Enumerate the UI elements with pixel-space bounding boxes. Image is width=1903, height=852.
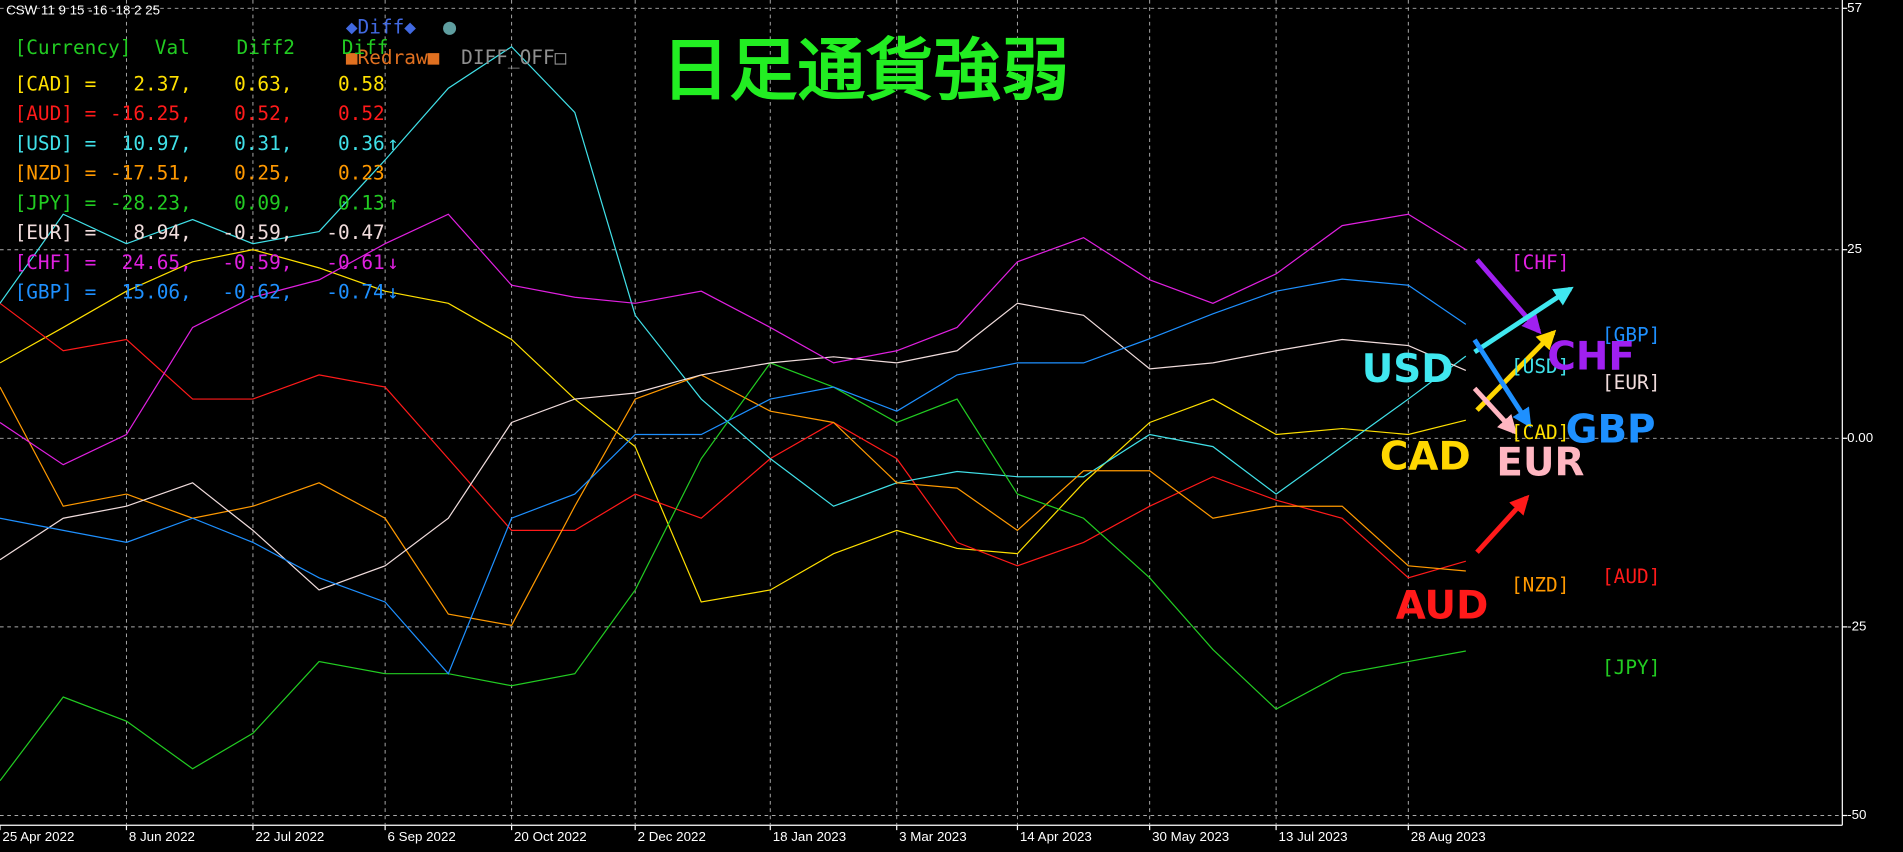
- table-cell: [NZD] =: [15, 162, 97, 185]
- chart-title: 日足通貨強弱: [661, 32, 1069, 111]
- arrow: [1472, 338, 1532, 429]
- table-arrow: ↑: [387, 132, 399, 155]
- table-cell: 15.06,: [122, 281, 192, 304]
- series-line: [0, 249, 1466, 603]
- x-tick-label: 25 Apr 2022: [2, 829, 74, 844]
- table-cell: 0.36: [338, 132, 385, 155]
- table-cell: 0.09,: [234, 191, 292, 214]
- table-arrow: ↑: [387, 191, 399, 214]
- series-line: [0, 45, 1467, 507]
- arrow: [1475, 329, 1557, 412]
- annotation: CAD: [1380, 434, 1471, 479]
- table-cell: -16.25,: [110, 102, 192, 125]
- table-cell: [CHF] =: [15, 251, 97, 274]
- table-cell: -0.59,: [222, 221, 292, 244]
- table-cell: [JPY] =: [15, 191, 97, 214]
- table-header: [Currency] Val Diff2 Diff: [15, 36, 389, 59]
- x-tick-label: 30 May 2023: [1152, 829, 1229, 844]
- info-text: CSW 11 9 15 -16 -18 2 25: [6, 2, 160, 17]
- series-line: [0, 374, 1466, 627]
- legend-label: [EUR]: [1602, 371, 1660, 394]
- y-tick-label: 25: [1847, 241, 1862, 256]
- table-cell: 0.25,: [234, 162, 292, 185]
- table-cell: [GBP] =: [15, 281, 97, 304]
- x-tick-label: 14 Apr 2023: [1020, 829, 1092, 844]
- x-tick-label: 8 Jun 2022: [129, 829, 195, 844]
- table-cell: [CAD] =: [15, 72, 97, 95]
- annotation: EUR: [1496, 440, 1584, 485]
- table-cell: 0.13: [338, 191, 385, 214]
- table-cell: [EUR] =: [15, 221, 97, 244]
- arrow: [1472, 386, 1518, 435]
- legend-label: [CHF]: [1511, 251, 1569, 274]
- annotation: GBP: [1566, 408, 1656, 453]
- table-cell: -0.47: [326, 221, 384, 244]
- series-line: [0, 302, 1467, 591]
- arrows: [1472, 258, 1574, 554]
- table-cell: 10.97,: [122, 132, 192, 155]
- table-cell: -28.23,: [110, 191, 192, 214]
- x-tick-label: 18 Jan 2023: [773, 829, 846, 844]
- table-cell: 0.52,: [234, 102, 292, 125]
- redraw-button[interactable]: ■Redraw■: [346, 46, 440, 69]
- table-arrow: ↓: [387, 281, 399, 304]
- table-cell: 0.63,: [234, 72, 292, 95]
- diff-off-button[interactable]: DIFF_OFF□: [461, 46, 566, 69]
- table-cell: 0.31,: [234, 132, 292, 155]
- x-tick-label: 22 Jul 2022: [255, 829, 324, 844]
- y-tick-label: -25: [1847, 618, 1866, 633]
- x-tick-label: 20 Oct 2022: [514, 829, 587, 844]
- annotation: USD: [1362, 347, 1454, 392]
- dot-button[interactable]: ●: [443, 15, 457, 40]
- x-tick-label: 28 Aug 2023: [1411, 829, 1486, 844]
- legend-label: [CAD]: [1511, 421, 1569, 444]
- lines: [0, 45, 1467, 782]
- annotation: CHF: [1547, 335, 1635, 380]
- table-cell: -0.59,: [222, 251, 292, 274]
- y-tick-label: 0.00: [1847, 430, 1873, 445]
- x-tick-label: 2 Dec 2022: [638, 829, 706, 844]
- legend-label: [NZD]: [1511, 574, 1569, 597]
- legend-label: [GBP]: [1602, 324, 1660, 347]
- table-cell: -0.62,: [222, 281, 292, 304]
- arrow: [1475, 494, 1530, 554]
- table-arrow: ↓: [387, 251, 399, 274]
- legend-label: [JPY]: [1602, 656, 1660, 679]
- table-cell: -17.51,: [110, 162, 192, 185]
- arrow: [1473, 286, 1574, 354]
- grid: [0, 0, 1848, 831]
- series-line: [0, 362, 1466, 782]
- diff-button[interactable]: ◆Diff◆: [346, 15, 416, 38]
- table-cell: -0.61: [326, 251, 384, 274]
- arrow: [1475, 258, 1542, 335]
- table-cell: [USD] =: [15, 132, 97, 155]
- x-tick-label: 13 Jul 2023: [1279, 829, 1348, 844]
- table: [CAD] = 2.37, 0.63, 0.58 [AUD] = -16.25, 0.52,…: [15, 72, 399, 303]
- table-cell: -0.74: [326, 281, 384, 304]
- legend-label: [USD]: [1511, 355, 1569, 378]
- table-cell: 2.37,: [133, 72, 191, 95]
- table-cell: 8.94,: [133, 221, 191, 244]
- y-tick-label: -50: [1847, 807, 1866, 822]
- table-cell: 0.23: [338, 162, 385, 185]
- y-tick-label: 57: [1847, 0, 1862, 15]
- legend-label: [AUD]: [1602, 565, 1660, 588]
- annotation: AUD: [1396, 584, 1489, 629]
- table-cell: [AUD] =: [15, 102, 97, 125]
- series-line: [0, 213, 1467, 466]
- table-cell: 24.65,: [122, 251, 192, 274]
- x-tick-label: 3 Mar 2023: [899, 829, 967, 844]
- x-tick-label: 6 Sep 2022: [388, 829, 456, 844]
- series-line: [0, 302, 1467, 579]
- table-cell: 0.52: [338, 102, 385, 125]
- table-cell: 0.58: [338, 72, 385, 95]
- series-line: [0, 278, 1467, 675]
